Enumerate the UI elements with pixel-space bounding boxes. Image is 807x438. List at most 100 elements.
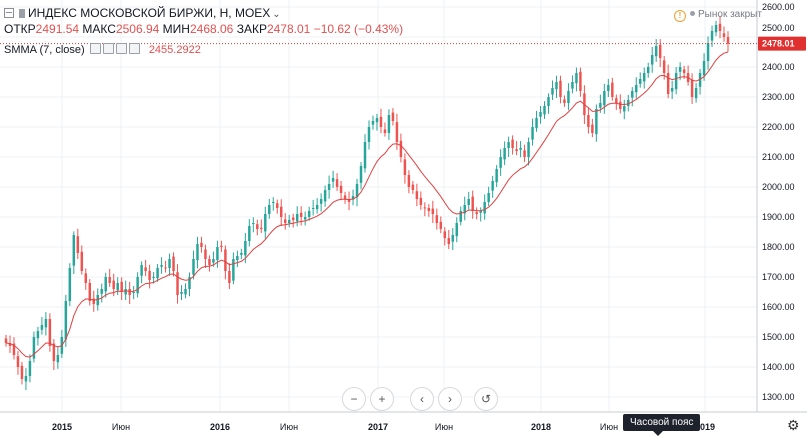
candle-body [295,214,299,222]
candle-body [327,184,331,190]
y-tick-label: 2100.00 [762,152,795,162]
candle-body [595,109,598,135]
y-tick-label: 2300.00 [762,92,795,102]
candle-body [16,356,20,367]
flag-icon [19,9,25,18]
candle-body [208,259,211,265]
open-value: 2491.54 [35,22,80,36]
collapse-legend-icon[interactable] [4,8,14,18]
zoom-out-button[interactable]: − [342,387,366,411]
candle-body [427,208,431,211]
candle-body [575,73,578,84]
scroll-right-button[interactable]: › [438,387,462,411]
candle-body [499,157,502,168]
candle-body [228,271,231,283]
candle-body [160,265,163,267]
candle-body [507,142,510,148]
low-value: 2468.06 [189,22,234,36]
candle-body [599,103,602,108]
candle-body [642,73,646,82]
candle-body [339,185,343,193]
candle-body [232,259,235,281]
candle-body [64,301,68,340]
candle-body [331,178,335,182]
candle-body [387,115,391,133]
candle-body [395,122,399,142]
candle-body [483,202,486,214]
candle-body [523,150,526,157]
candle-body [212,259,215,263]
candle-body [164,267,167,269]
candle-body [44,319,48,328]
chevron-down-icon[interactable]: ⌄ [272,9,281,20]
indicator-row: SMMA (7, close) 2455.2922 [4,43,201,56]
candle-body [184,289,187,295]
candle-body [503,148,506,160]
scroll-left-button[interactable]: ‹ [410,387,434,411]
candle-body [463,205,466,214]
candle-body [515,149,518,151]
candle-body [319,199,323,204]
candle-body [40,325,44,330]
close-icon[interactable] [115,43,127,54]
candle-body [714,25,718,33]
candle-body [662,60,666,73]
candle-body [188,277,191,289]
candle-body [260,227,263,229]
candle-body [32,337,36,359]
candle-body [264,214,267,232]
reset-button[interactable]: ↺ [474,387,498,411]
zoom-in-button[interactable]: + [370,387,394,411]
candle-body [363,142,367,169]
candle-body [148,271,151,280]
y-tick-label: 2600.00 [762,2,795,12]
candle-body [76,236,80,253]
candle-body [487,193,490,202]
candle-body [367,127,371,142]
candle-body [726,37,730,44]
timezone-tooltip[interactable]: Часовой пояс [623,414,701,436]
candle-body [471,196,474,211]
y-tick-label: 1900.00 [762,212,795,222]
eye-icon[interactable] [89,43,101,54]
candle-body [375,118,379,123]
candle-body [682,69,686,73]
candle-body [72,235,76,266]
candle-body [635,85,638,93]
y-tick-label: 2400.00 [762,62,795,72]
last-price-badge [758,36,806,51]
candle-body [479,211,482,213]
candle-body [343,195,347,199]
candle-body [475,212,478,214]
candle-body [706,43,710,61]
candle-body [698,73,702,87]
y-tick-label: 1800.00 [762,242,795,252]
candle-body [619,101,622,109]
candle-body [451,235,454,242]
candle-body [152,277,155,278]
candle-body [172,256,175,271]
open-label: ОТКР [4,22,36,36]
candle-body [240,253,243,255]
more-icon[interactable] [128,43,140,54]
settings-icon[interactable] [102,43,114,54]
candle-body [531,127,534,140]
candle-body [615,98,618,103]
y-tick-label: 1500.00 [762,332,795,342]
candle-body [371,121,375,125]
candle-body [303,217,307,220]
candle-body [718,23,722,31]
gear-icon[interactable]: ⚙ [787,417,800,433]
candle-body [100,289,103,294]
candle-body [4,338,8,343]
candle-body [120,281,123,292]
y-tick-label: 1400.00 [762,362,795,372]
candle-body [607,85,610,91]
candle-body [8,343,12,346]
candle-body [12,343,16,355]
candle-body [351,196,355,200]
candle-body [311,208,315,209]
x-tick-label: 2018 [531,422,551,432]
